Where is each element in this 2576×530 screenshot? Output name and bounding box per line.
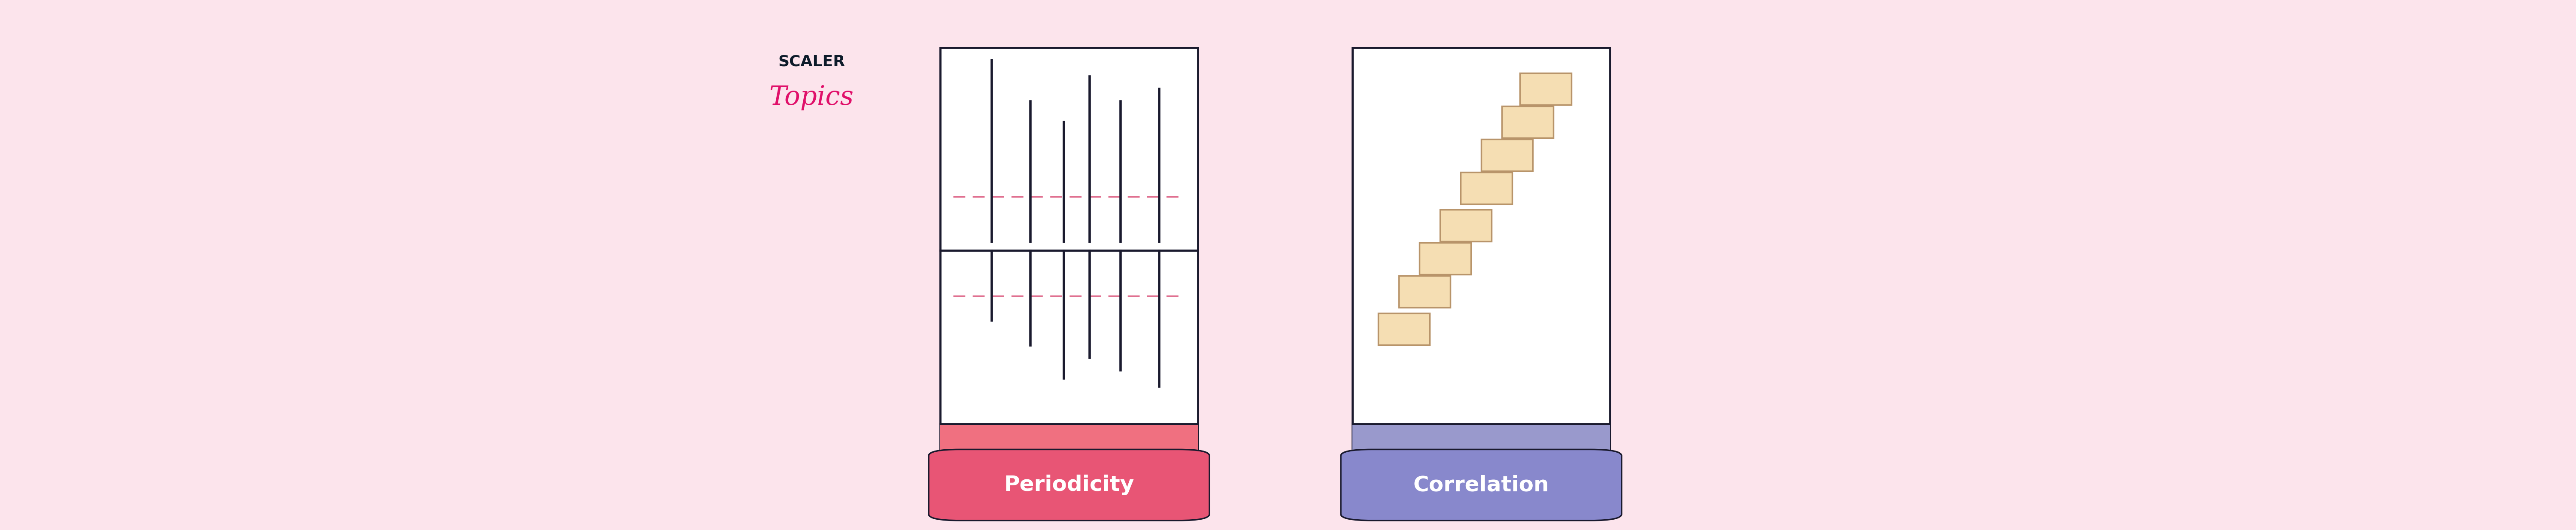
FancyBboxPatch shape (1378, 313, 1430, 344)
Text: Periodicity: Periodicity (1005, 475, 1133, 495)
FancyBboxPatch shape (1461, 172, 1512, 204)
Bar (1352, 424, 1610, 461)
FancyBboxPatch shape (1399, 276, 1450, 307)
FancyBboxPatch shape (1520, 73, 1571, 105)
Bar (940, 424, 1198, 461)
Text: Topics: Topics (770, 85, 853, 111)
FancyBboxPatch shape (1502, 106, 1553, 138)
Text: Correlation: Correlation (1414, 475, 1548, 495)
FancyBboxPatch shape (1440, 209, 1492, 241)
Bar (940, 48, 1198, 461)
FancyBboxPatch shape (927, 449, 1211, 520)
Text: SCALER: SCALER (778, 54, 845, 69)
FancyBboxPatch shape (1419, 243, 1471, 275)
FancyBboxPatch shape (1340, 449, 1623, 520)
Bar (1352, 48, 1610, 461)
FancyBboxPatch shape (1481, 139, 1533, 171)
